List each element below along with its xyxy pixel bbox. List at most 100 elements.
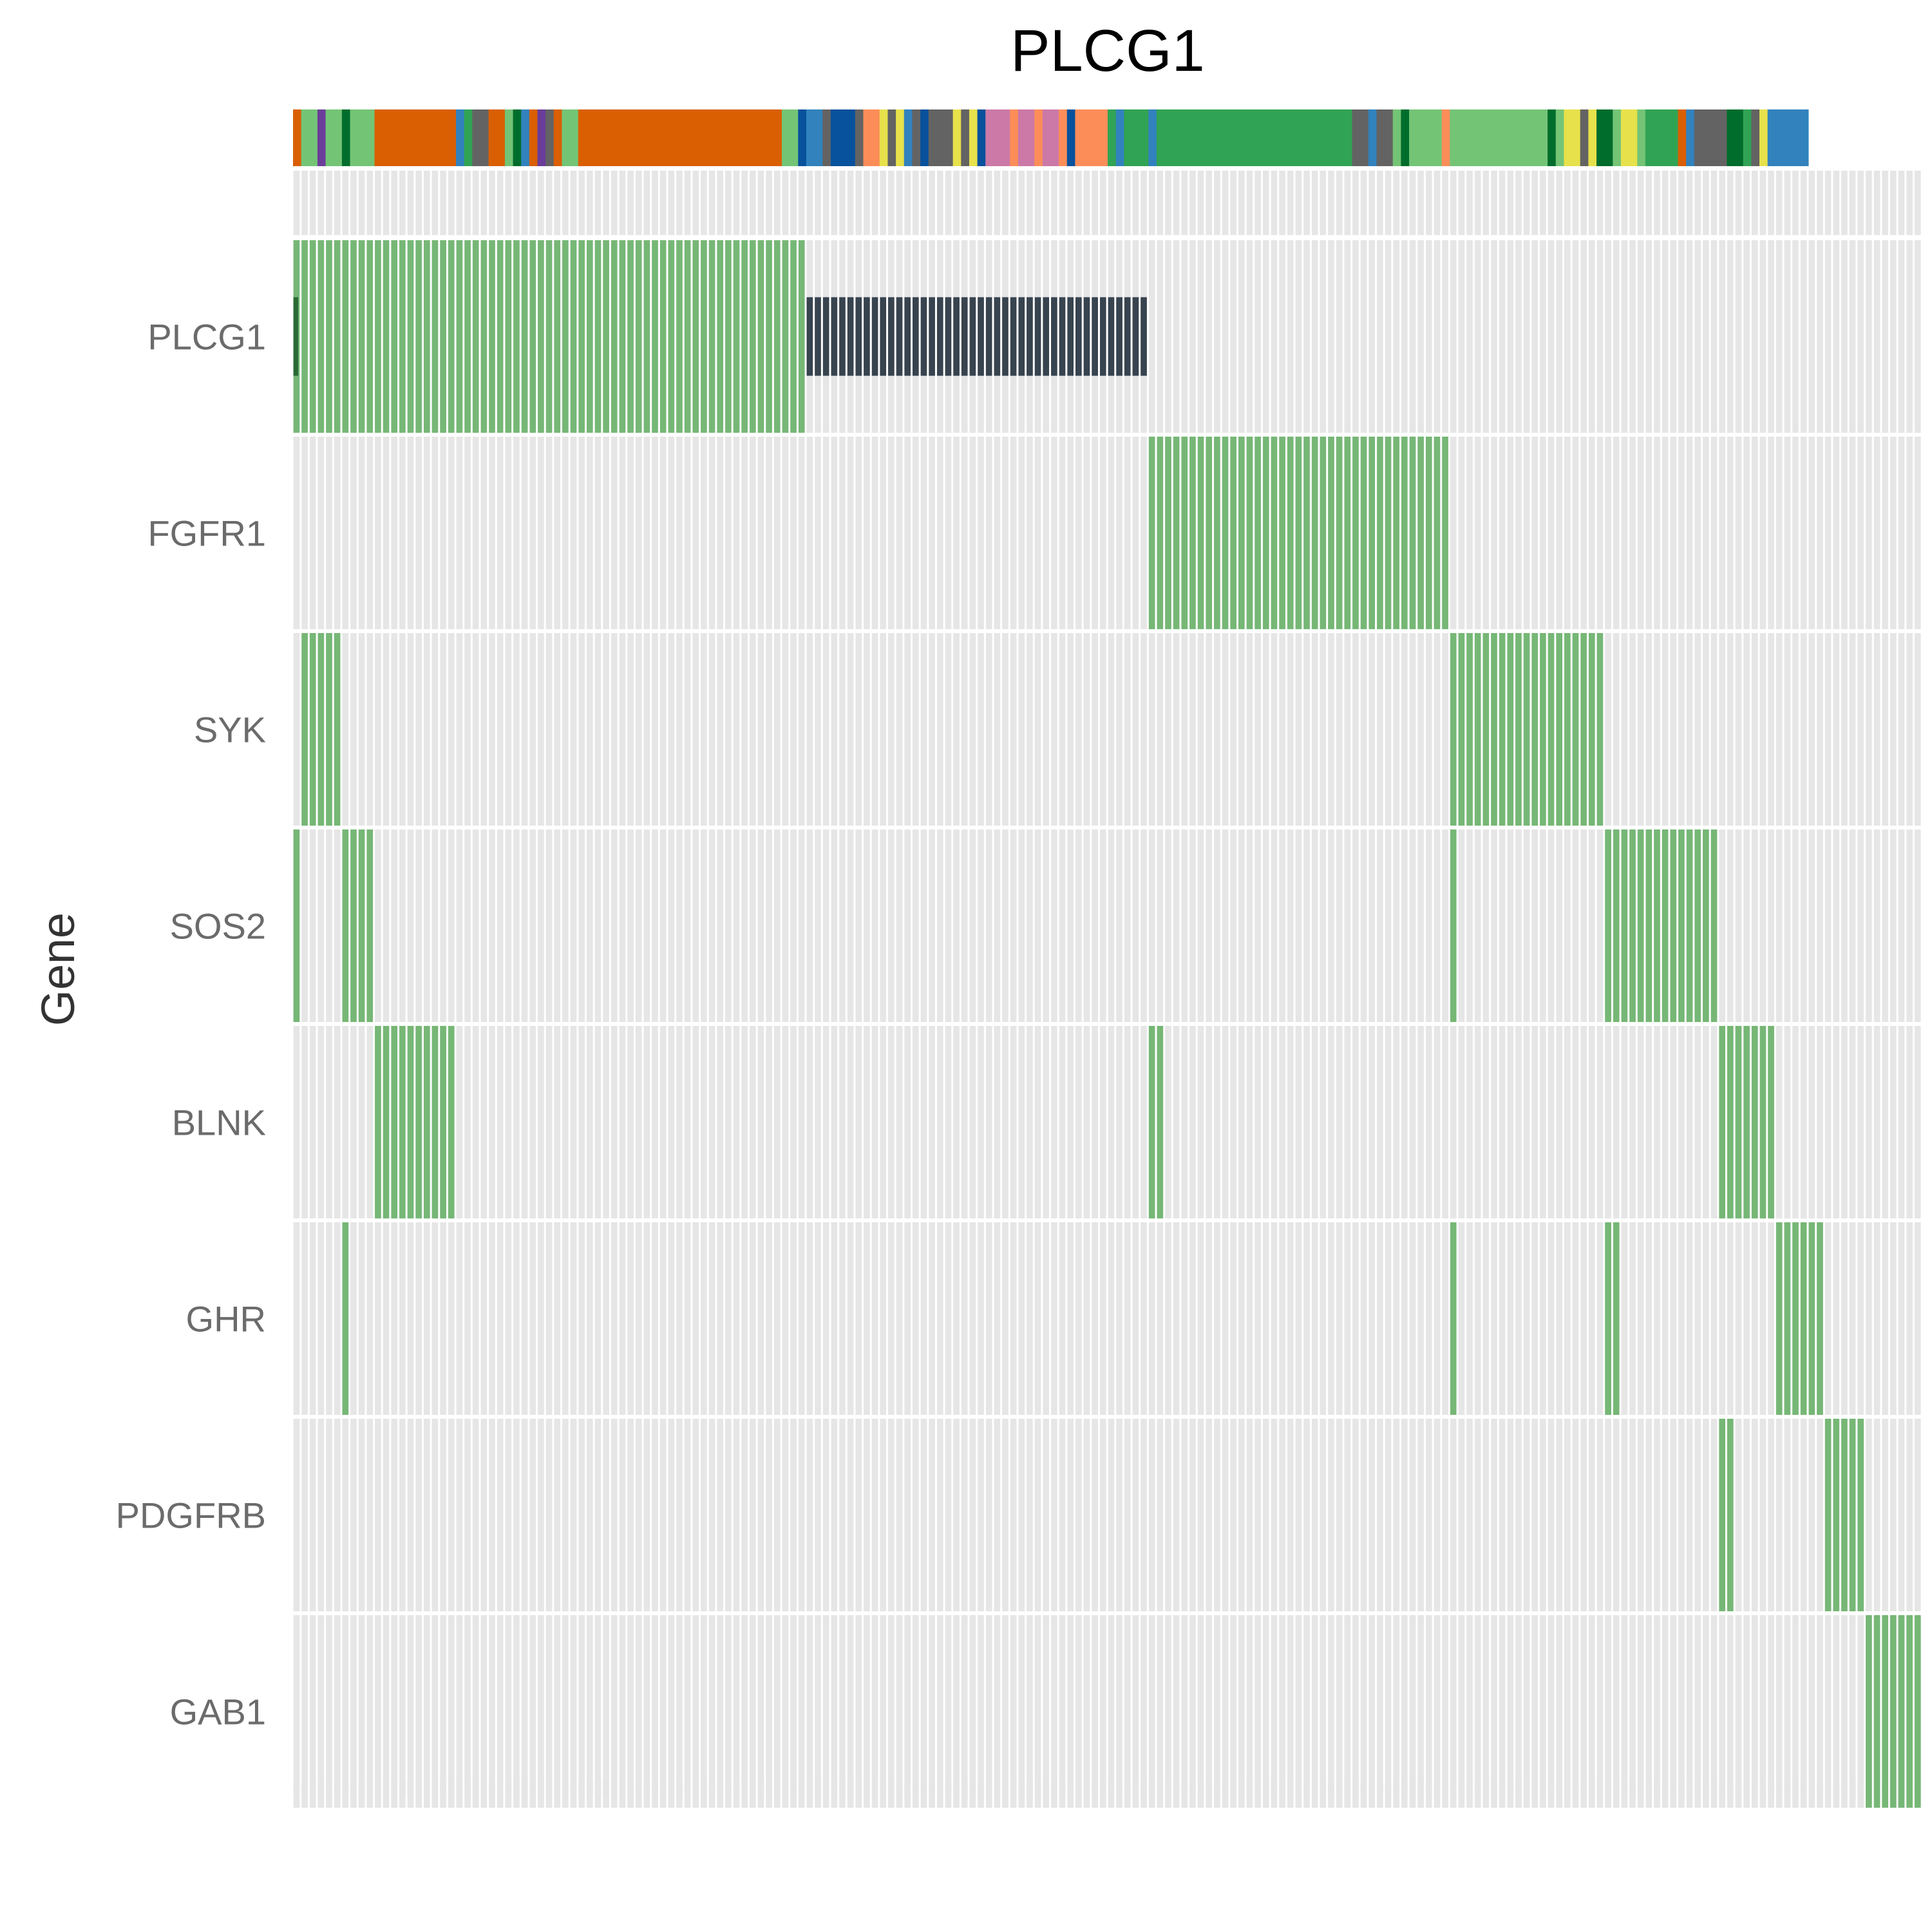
grid-tick bbox=[317, 1781, 325, 1797]
grid-cell bbox=[659, 1026, 667, 1218]
grid-cell bbox=[350, 633, 357, 826]
grid-tick bbox=[798, 1781, 805, 1797]
grid-cell bbox=[1222, 1026, 1229, 1218]
grid-cell bbox=[1474, 171, 1481, 235]
grid-cell bbox=[864, 1026, 870, 1218]
grid-cell bbox=[822, 633, 829, 826]
grid-cell bbox=[1515, 829, 1522, 1022]
grid-cell bbox=[708, 1615, 715, 1808]
grid-cell bbox=[1458, 829, 1465, 1022]
grid-cell bbox=[1141, 1419, 1147, 1611]
grid-cell bbox=[790, 633, 797, 826]
grid-cell bbox=[1385, 240, 1392, 433]
grid-cell bbox=[1564, 1615, 1571, 1808]
grid-cell bbox=[1588, 1026, 1595, 1218]
grid-tick bbox=[945, 1781, 952, 1797]
amplification-cell bbox=[1759, 1026, 1766, 1218]
grid-tick bbox=[1596, 1781, 1604, 1797]
grid-cell bbox=[1417, 829, 1424, 1022]
amplification-cell bbox=[456, 240, 463, 433]
grid-cell bbox=[1499, 171, 1506, 235]
grid-cell bbox=[635, 171, 642, 235]
grid-cell bbox=[1491, 829, 1497, 1022]
grid-tick bbox=[659, 1781, 667, 1797]
grid-cell bbox=[497, 633, 504, 826]
grid-cell bbox=[1824, 633, 1832, 826]
grid-cell bbox=[1751, 437, 1758, 629]
grid-cell bbox=[1841, 633, 1848, 826]
grid-cell bbox=[1849, 829, 1856, 1022]
grid-cell bbox=[822, 1419, 829, 1611]
grid-cell bbox=[440, 1419, 446, 1611]
grid-cell bbox=[554, 1026, 561, 1218]
grid-cell bbox=[1833, 633, 1840, 826]
grid-cell bbox=[1010, 1222, 1017, 1415]
grid-cell bbox=[1572, 171, 1579, 235]
grid-cell bbox=[1222, 171, 1229, 235]
grid-tick bbox=[1385, 1781, 1392, 1797]
grid-cell bbox=[1694, 1419, 1701, 1611]
grid-cell bbox=[407, 829, 414, 1022]
grid-cell bbox=[407, 1222, 414, 1415]
grid-cell bbox=[521, 633, 528, 826]
grid-cell bbox=[1189, 633, 1196, 826]
grid-cell bbox=[1181, 829, 1188, 1022]
grid-cell bbox=[701, 1615, 707, 1808]
grid-cell bbox=[1409, 240, 1416, 433]
grid-cell bbox=[619, 437, 626, 629]
grid-cell bbox=[1344, 633, 1351, 826]
annotation-segment bbox=[912, 109, 921, 166]
deletion-cell bbox=[913, 297, 919, 376]
grid-cell bbox=[1165, 1222, 1171, 1415]
grid-cell bbox=[1857, 437, 1864, 629]
grid-cell bbox=[1474, 1419, 1481, 1611]
grid-cell bbox=[766, 1615, 772, 1808]
grid-cell bbox=[1735, 829, 1742, 1022]
deletion-cell bbox=[1010, 297, 1017, 376]
grid-cell bbox=[1482, 1222, 1490, 1415]
grid-cell bbox=[358, 1026, 365, 1218]
grid-cell bbox=[1409, 633, 1416, 826]
grid-cell bbox=[1776, 1419, 1783, 1611]
grid-cell bbox=[619, 829, 626, 1022]
grid-tick bbox=[1352, 1781, 1359, 1797]
grid-cell bbox=[1116, 1615, 1122, 1808]
grid-cell bbox=[904, 1419, 911, 1611]
grid-cell bbox=[815, 1419, 821, 1611]
amplification-cell bbox=[578, 240, 585, 433]
amplification-cell bbox=[1491, 633, 1497, 826]
grid-tick bbox=[578, 1781, 585, 1797]
amplification-cell bbox=[309, 240, 316, 433]
grid-cell bbox=[1694, 437, 1701, 629]
grid-cell bbox=[864, 171, 870, 235]
grid-cell bbox=[562, 1026, 569, 1218]
grid-cell bbox=[782, 633, 789, 826]
grid-tick bbox=[1743, 1781, 1750, 1797]
grid-cell bbox=[839, 633, 846, 826]
grid-cell bbox=[570, 1026, 577, 1218]
grid-cell bbox=[888, 1615, 895, 1808]
grid-cell bbox=[1645, 171, 1653, 235]
deletion-cell bbox=[880, 297, 887, 376]
annotation-segment bbox=[521, 109, 530, 166]
grid-cell bbox=[1116, 633, 1122, 826]
grid-cell bbox=[1710, 171, 1718, 235]
grid-cell bbox=[334, 829, 341, 1022]
annotation-segment bbox=[456, 109, 465, 166]
amplification-cell bbox=[766, 240, 772, 433]
grid-cell bbox=[701, 1419, 707, 1611]
grid-cell bbox=[611, 829, 618, 1022]
grid-tick bbox=[643, 1781, 650, 1797]
annotation-segment bbox=[350, 109, 375, 166]
grid-cell bbox=[790, 1222, 797, 1415]
grid-cell bbox=[798, 171, 805, 235]
grid-cell bbox=[880, 1222, 887, 1415]
grid-cell bbox=[1067, 1222, 1074, 1415]
amplification-cell bbox=[480, 240, 488, 433]
grid-cell bbox=[1075, 1222, 1082, 1415]
grid-cell bbox=[1833, 171, 1840, 235]
grid-cell bbox=[994, 1615, 1001, 1808]
amplification-cell bbox=[1882, 1615, 1888, 1808]
grid-cell bbox=[513, 1026, 520, 1218]
grid-cell bbox=[1824, 171, 1832, 235]
